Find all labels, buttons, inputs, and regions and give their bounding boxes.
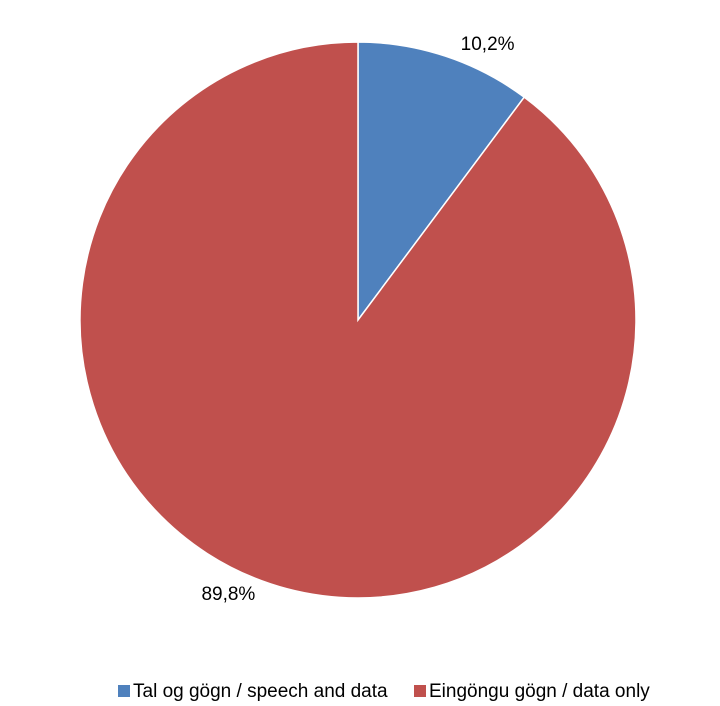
pie-slice (357, 41, 526, 323)
legend-label: Tal og gögn / speech and data (133, 681, 388, 702)
legend-label: Eingöngu gögn / data only (429, 681, 650, 702)
legend-swatch (414, 685, 426, 697)
data-label: 89,8% (201, 584, 255, 605)
legend-swatch (118, 685, 130, 697)
pie-slice (79, 41, 637, 599)
data-label: 10,2% (461, 34, 515, 55)
